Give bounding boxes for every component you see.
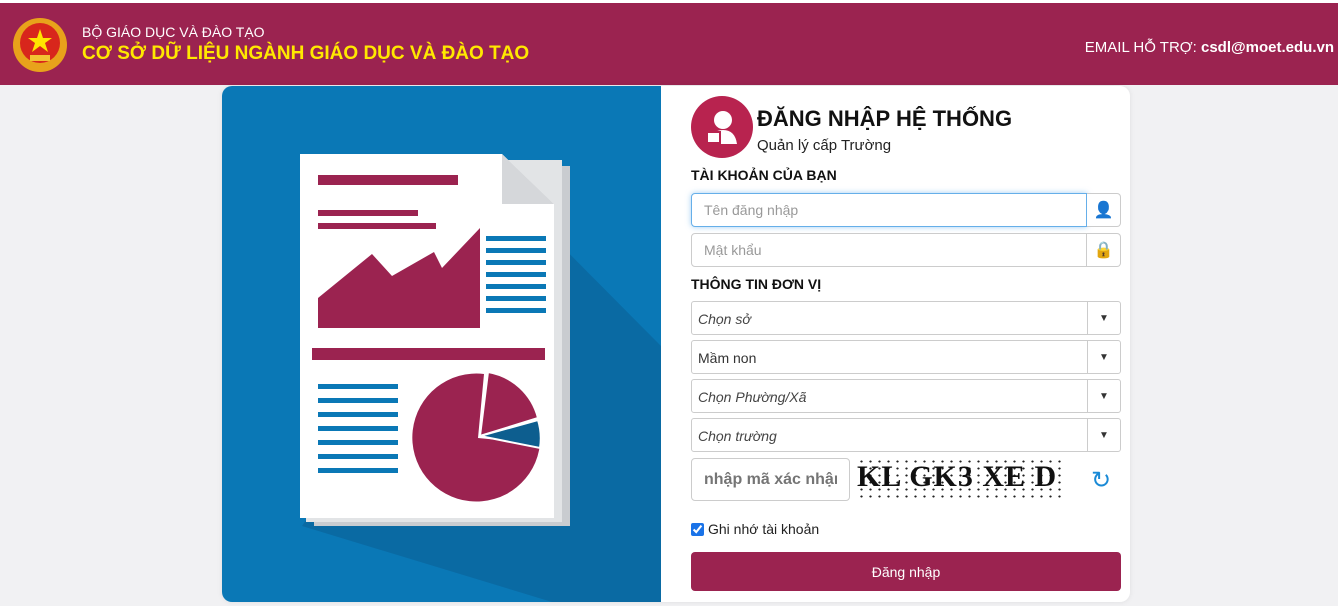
support-email-label: EMAIL HỖ TRỢ:	[1084, 39, 1197, 56]
level-select[interactable]: Mầm non ▼	[691, 340, 1121, 374]
lock-icon: 🔒	[1087, 233, 1121, 267]
remember-account[interactable]: Ghi nhớ tài khoản	[691, 521, 819, 537]
support-email-address[interactable]: csdl@moet.edu.vn	[1201, 39, 1334, 56]
login-card: ĐĂNG NHẬP HỆ THỐNG Quản lý cấp Trường TÀ…	[222, 86, 1130, 602]
captcha-input[interactable]	[691, 458, 850, 501]
ward-select[interactable]: Chọn Phường/Xã ▼	[691, 379, 1121, 413]
chevron-down-icon: ▼	[1087, 380, 1120, 412]
support-email: EMAIL HỖ TRỢ: csdl@moet.edu.vn	[1085, 39, 1334, 56]
school-select[interactable]: Chọn trường ▼	[691, 418, 1121, 452]
login-button[interactable]: Đăng nhập	[691, 552, 1121, 591]
ward-select-value: Chọn Phường/Xã	[698, 389, 807, 405]
chevron-down-icon: ▼	[1087, 302, 1120, 334]
header: BỘ GIÁO DỤC VÀ ĐÀO TẠO CƠ SỞ DỮ LIỆU NGÀ…	[0, 0, 1338, 85]
account-section-heading: TÀI KHOẢN CỦA BẠN	[691, 167, 837, 183]
username-input[interactable]	[691, 193, 1087, 227]
chevron-down-icon: ▼	[1087, 341, 1120, 373]
remember-checkbox[interactable]	[691, 522, 704, 536]
system-title: CƠ SỞ DỮ LIỆU NGÀNH GIÁO DỤC VÀ ĐÀO TẠO	[82, 43, 530, 64]
department-select[interactable]: Chọn sở ▼	[691, 301, 1121, 335]
report-illustration	[300, 154, 661, 602]
user-icon: 👤	[1087, 193, 1121, 227]
ministry-name: BỘ GIÁO DỤC VÀ ĐÀO TẠO	[82, 24, 265, 40]
illustration-panel	[222, 86, 661, 602]
remember-label: Ghi nhớ tài khoản	[708, 521, 820, 537]
password-group: 🔒	[691, 233, 1121, 267]
national-emblem-logo	[13, 18, 67, 72]
school-select-value: Chọn trường	[698, 428, 777, 444]
unit-section-heading: THÔNG TIN ĐƠN VỊ	[691, 276, 822, 292]
user-lock-icon	[691, 96, 753, 158]
department-select-value: Chọn sở	[698, 311, 751, 327]
page-title: ĐĂNG NHẬP HỆ THỐNG	[757, 106, 1013, 131]
password-input[interactable]	[691, 233, 1087, 267]
captcha-image: KL GK3 XE D	[857, 458, 1067, 502]
page-subtitle: Quản lý cấp Trường	[757, 137, 892, 154]
username-group: 👤	[691, 193, 1121, 227]
chevron-down-icon: ▼	[1087, 419, 1120, 451]
refresh-captcha-icon[interactable]: ↻	[1091, 467, 1112, 494]
level-select-value: Mầm non	[698, 350, 757, 366]
